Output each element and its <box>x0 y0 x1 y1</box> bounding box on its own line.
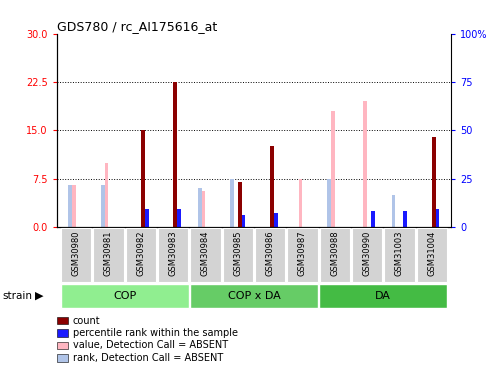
Bar <box>101 185 105 227</box>
Bar <box>126 228 156 282</box>
Text: percentile rank within the sample: percentile rank within the sample <box>73 328 238 338</box>
Bar <box>363 101 367 227</box>
Text: GSM30986: GSM30986 <box>266 230 275 276</box>
Text: GSM30983: GSM30983 <box>169 230 177 276</box>
Bar <box>255 228 285 282</box>
Text: GDS780 / rc_AI175616_at: GDS780 / rc_AI175616_at <box>57 20 217 33</box>
Bar <box>432 137 436 227</box>
Text: GSM30980: GSM30980 <box>71 230 80 276</box>
Text: GSM30982: GSM30982 <box>136 230 145 276</box>
Text: value, Detection Call = ABSENT: value, Detection Call = ABSENT <box>73 340 228 350</box>
Bar <box>287 228 317 282</box>
Bar <box>384 228 415 282</box>
Text: rank, Detection Call = ABSENT: rank, Detection Call = ABSENT <box>73 353 223 363</box>
Text: ▶: ▶ <box>35 291 43 301</box>
Bar <box>238 182 242 227</box>
Bar <box>352 228 382 282</box>
Text: GSM30990: GSM30990 <box>362 230 372 276</box>
Bar <box>202 192 206 227</box>
Bar <box>141 130 144 227</box>
Bar <box>319 228 350 282</box>
Bar <box>371 211 375 227</box>
Text: strain: strain <box>2 291 33 301</box>
Bar <box>61 284 189 308</box>
Bar <box>319 284 447 308</box>
Bar <box>298 178 302 227</box>
Bar <box>230 178 234 227</box>
Bar <box>105 162 108 227</box>
Text: GSM30984: GSM30984 <box>201 230 210 276</box>
Text: count: count <box>73 316 101 326</box>
Bar <box>327 178 331 227</box>
Text: GSM30981: GSM30981 <box>104 230 113 276</box>
Bar <box>391 195 395 227</box>
Bar <box>436 210 439 227</box>
Text: GSM30987: GSM30987 <box>298 230 307 276</box>
Bar <box>417 228 447 282</box>
Text: GSM31003: GSM31003 <box>395 230 404 276</box>
Bar <box>242 215 246 227</box>
Bar <box>198 188 202 227</box>
Bar <box>270 146 274 227</box>
Bar <box>72 185 76 227</box>
Bar <box>177 210 181 227</box>
Bar <box>403 211 407 227</box>
Text: GSM30985: GSM30985 <box>233 230 242 276</box>
Text: GSM30988: GSM30988 <box>330 230 339 276</box>
Bar <box>173 82 177 227</box>
Bar <box>93 228 124 282</box>
Bar <box>158 228 188 282</box>
Text: COP x DA: COP x DA <box>228 291 280 301</box>
Bar <box>61 228 91 282</box>
Text: COP: COP <box>113 291 136 301</box>
Text: DA: DA <box>375 291 391 301</box>
Bar <box>331 111 335 227</box>
Text: GSM31004: GSM31004 <box>427 230 436 276</box>
Bar <box>190 228 220 282</box>
Bar <box>222 228 253 282</box>
Bar <box>69 185 72 227</box>
Bar <box>190 284 318 308</box>
Bar <box>274 213 278 227</box>
Bar <box>144 210 148 227</box>
